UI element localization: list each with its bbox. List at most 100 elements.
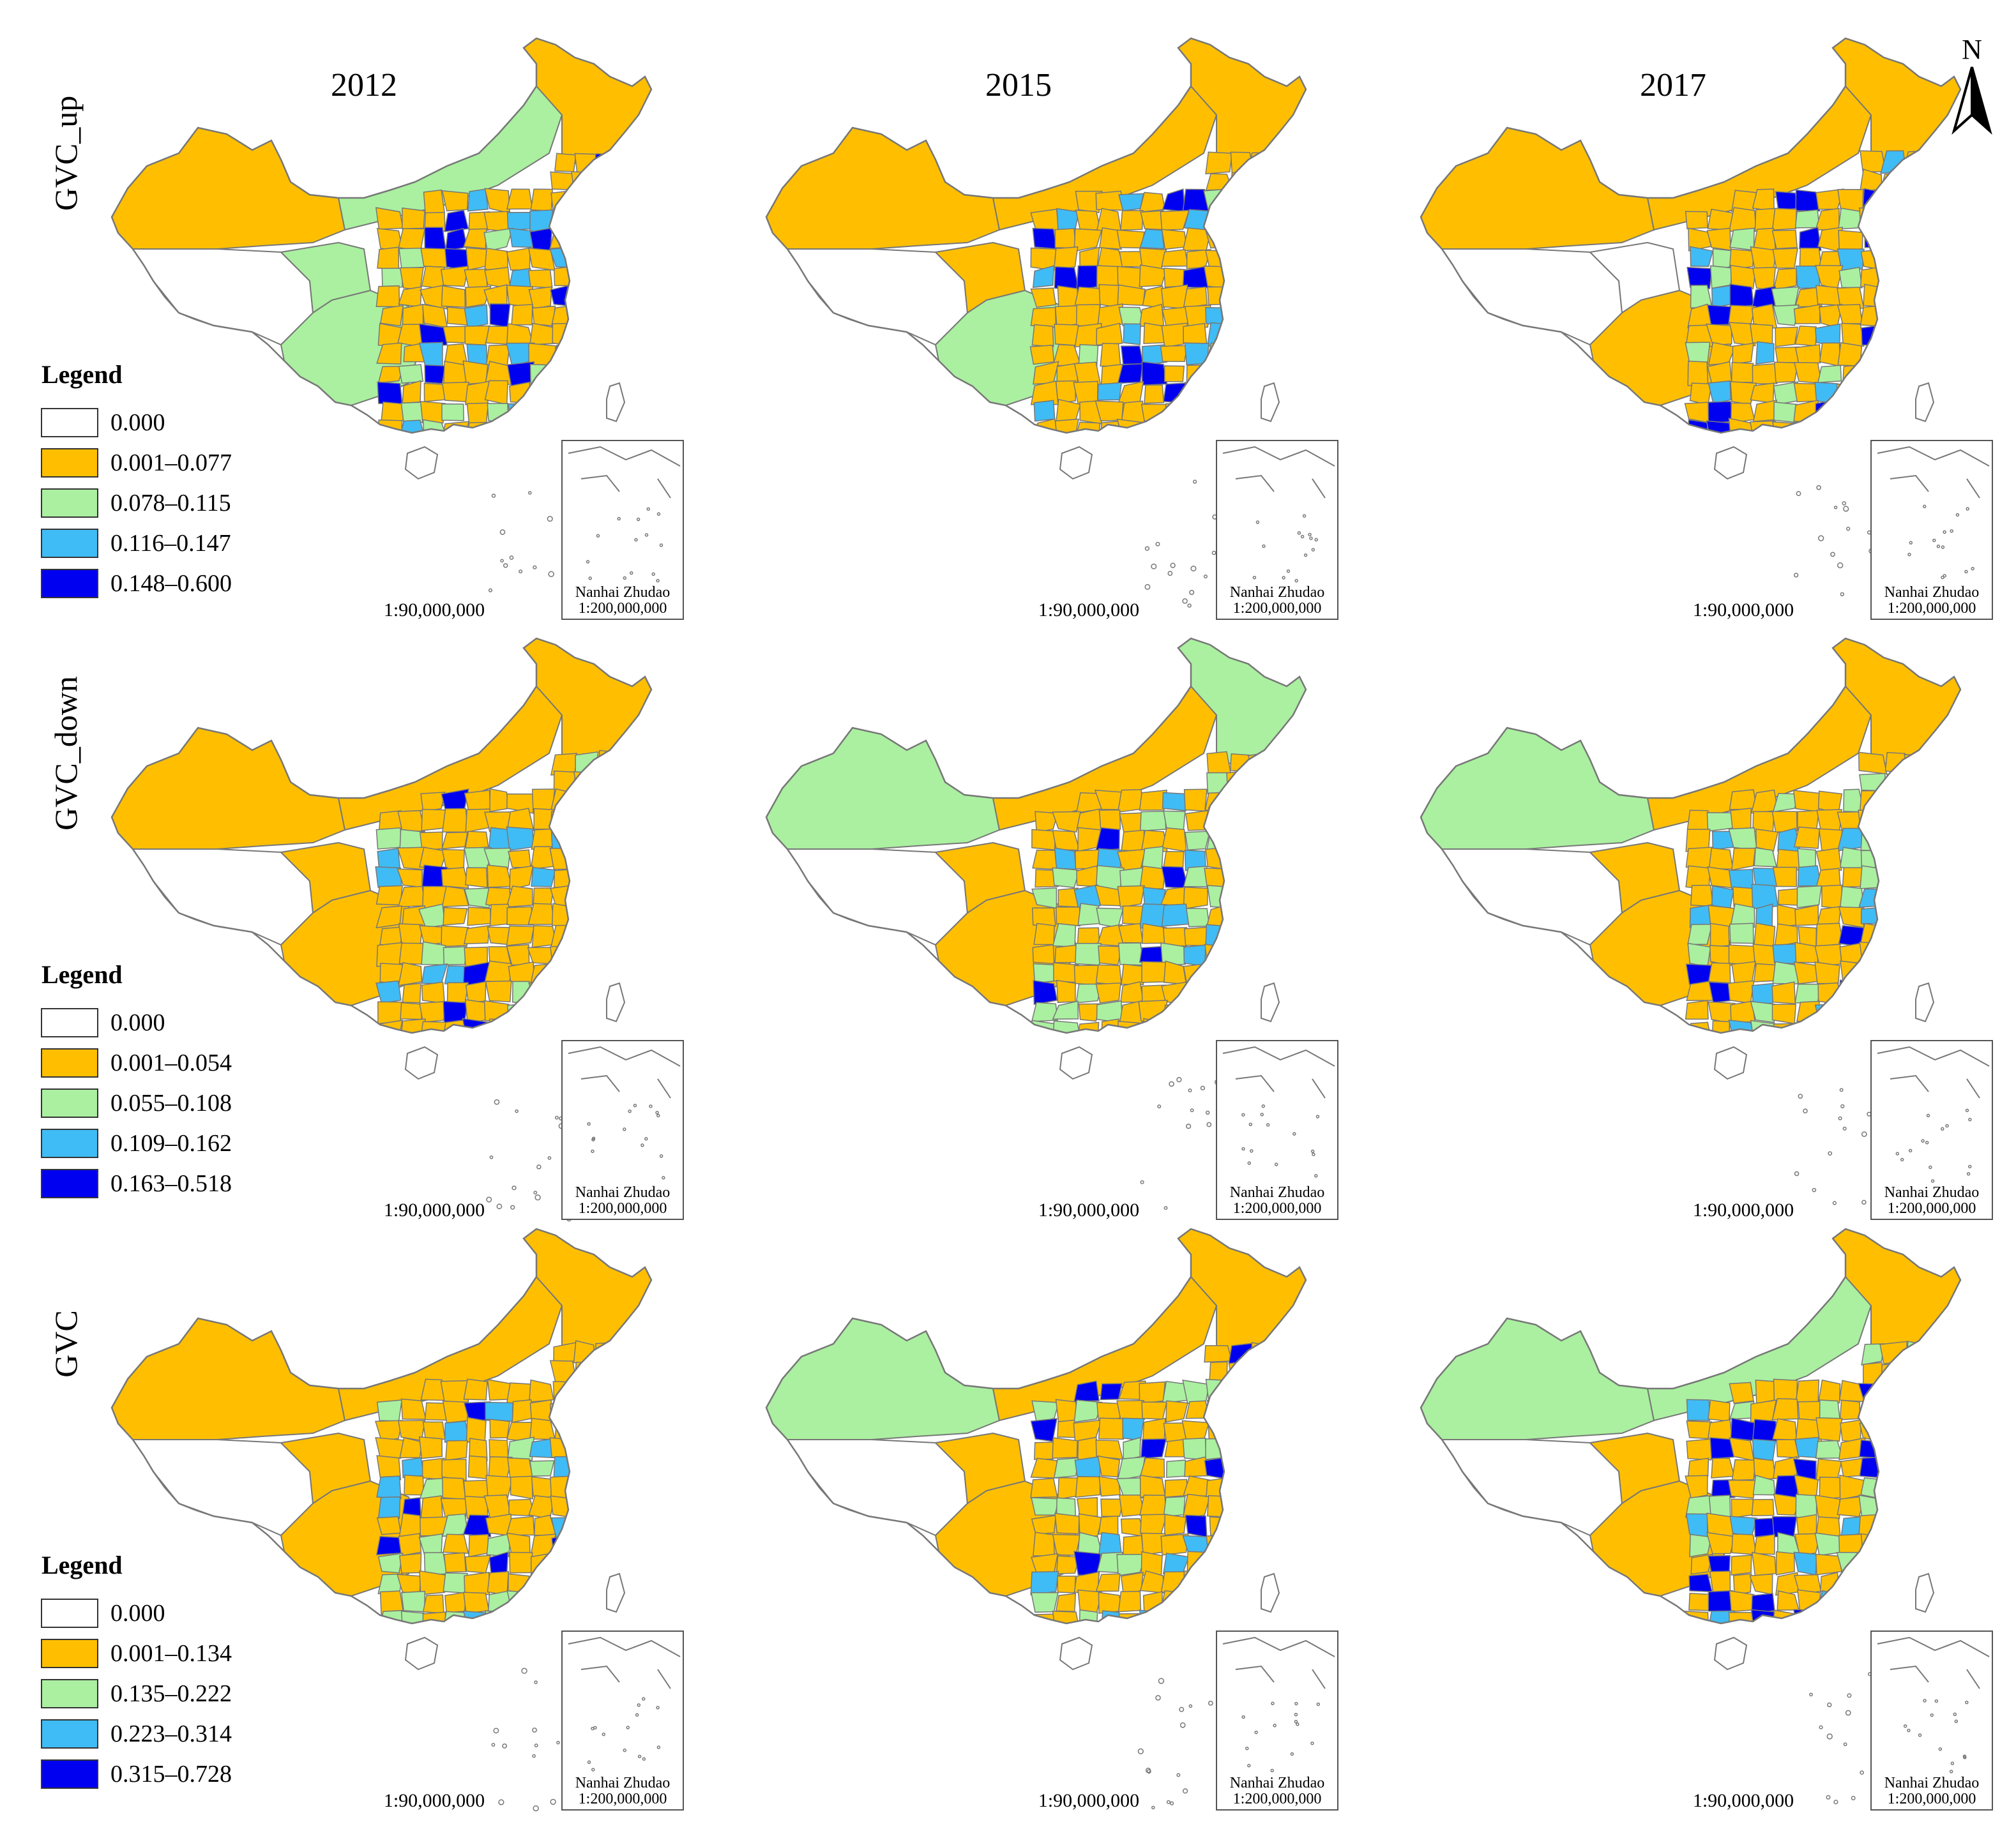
- taiwan-island: [1261, 982, 1280, 1023]
- region-cell: [1794, 209, 1820, 229]
- region-cell: [572, 922, 600, 945]
- region-cell: [1685, 1040, 1712, 1060]
- region-cell: [509, 865, 534, 891]
- region-cell: [1793, 361, 1823, 384]
- region-cell: [618, 1018, 640, 1033]
- region-cell: [1249, 770, 1273, 794]
- region-cell: [1054, 228, 1077, 249]
- region-cell: [1100, 1498, 1125, 1517]
- region-cell: [484, 248, 508, 271]
- region-cell: [377, 1553, 404, 1574]
- region-cell: [1247, 286, 1275, 308]
- region-cell: [1816, 442, 1840, 461]
- region-xinjiang: [112, 1317, 346, 1440]
- region-cell: [1862, 1570, 1885, 1594]
- inset-title: Nanhai Zhudao: [575, 1184, 671, 1201]
- inset-island: [591, 1136, 596, 1141]
- region-cell: [1689, 382, 1713, 405]
- region-cell: [1229, 192, 1253, 213]
- region-cell: [1076, 1021, 1100, 1033]
- legend-swatch-4: [41, 569, 98, 598]
- region-cell: [1052, 811, 1081, 833]
- region-cell: [1884, 751, 1907, 774]
- region-cell: [1731, 961, 1757, 984]
- inset-scale: 1:200,000,000: [1233, 1791, 1322, 1807]
- region-cell: [1203, 266, 1230, 290]
- region-cell: [1880, 1001, 1907, 1021]
- region-cell: [1754, 438, 1778, 462]
- region-cell: [1142, 1417, 1166, 1440]
- region-cell: [1225, 848, 1255, 871]
- region-cell: [596, 769, 620, 794]
- region-cell: [1161, 903, 1190, 927]
- region-cell: [1095, 400, 1124, 422]
- legend-title: Legend: [42, 960, 123, 989]
- region-cell: [1247, 1437, 1272, 1462]
- inset-island: [1921, 1139, 1925, 1143]
- region-cell: [1901, 1364, 1931, 1384]
- region-cell: [1139, 229, 1165, 250]
- legend-swatch-2: [41, 1679, 98, 1708]
- region-cell: [1727, 1479, 1757, 1499]
- region-cell: [616, 209, 643, 233]
- region-cell: [507, 1002, 535, 1024]
- region-cell: [1906, 1341, 1927, 1366]
- region-cell: [1248, 807, 1275, 833]
- region-cell: [1902, 1399, 1929, 1420]
- island-dot: [1845, 527, 1851, 531]
- region-cell: [463, 1632, 489, 1653]
- inset-island: [1296, 1722, 1300, 1726]
- region-cell: [1053, 246, 1079, 269]
- legend-label-4: 0.315–0.728: [110, 1761, 232, 1788]
- region-cell: [1816, 1021, 1840, 1033]
- inset-island: [1929, 1165, 1932, 1170]
- region-cell: [1271, 1477, 1296, 1498]
- region-cell: [467, 440, 489, 461]
- region-cell: [1187, 1040, 1208, 1060]
- region-cell: [485, 1610, 512, 1623]
- region-cell: [1052, 1020, 1081, 1033]
- region-cell: [1184, 305, 1211, 328]
- region-cell: [1907, 323, 1928, 346]
- region-cell: [592, 227, 618, 248]
- region-cell: [462, 1514, 492, 1538]
- region-cell: [1751, 983, 1774, 1004]
- region-cell: [1708, 380, 1732, 404]
- island-dot: [1176, 1773, 1181, 1777]
- region-cell: [1160, 345, 1188, 363]
- region-cell: [592, 1536, 620, 1556]
- region-cell: [464, 268, 488, 289]
- region-cell: [441, 831, 468, 850]
- region-cell: [1139, 865, 1166, 890]
- legend-title: Legend: [42, 360, 123, 389]
- region-cell: [593, 963, 618, 985]
- region-cell: [619, 924, 642, 947]
- region-cell: [614, 1419, 642, 1443]
- region-cell: [1228, 1589, 1251, 1613]
- region-cell: [1859, 1456, 1884, 1479]
- region-cell: [507, 403, 530, 422]
- region-cell: [614, 885, 642, 908]
- region-cell: [1163, 365, 1185, 382]
- inset-frame: [1870, 440, 1993, 620]
- island-dot: [496, 1203, 503, 1210]
- region-tibet: [786, 248, 969, 346]
- island-dot: [532, 1754, 536, 1758]
- region-cell: [1033, 1532, 1055, 1556]
- region-cell: [376, 1516, 402, 1535]
- region-cell: [399, 267, 424, 290]
- region-tibet: [1441, 848, 1623, 946]
- region-cell: [468, 211, 490, 231]
- island-dot: [1828, 1151, 1833, 1156]
- region-cell: [572, 419, 600, 433]
- region-cell: [551, 1018, 578, 1033]
- region-cell: [1881, 382, 1907, 404]
- region-cell: [506, 1516, 535, 1536]
- region-cell: [424, 365, 446, 384]
- region-cell: [1688, 1573, 1713, 1593]
- region-cell: [1796, 438, 1820, 460]
- region-cell: [441, 285, 466, 308]
- inset-island: [1255, 520, 1260, 524]
- region-cell: [1250, 945, 1273, 965]
